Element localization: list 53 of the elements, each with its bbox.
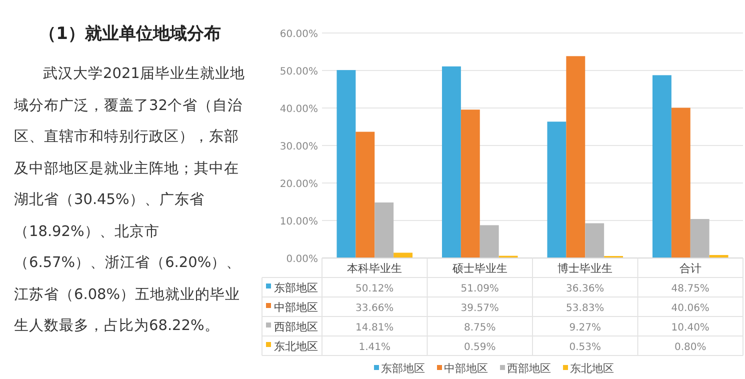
data-label: 0.59%	[464, 342, 496, 353]
data-label: 40.06%	[671, 303, 710, 314]
legend-item: 西部地区	[266, 320, 318, 334]
x-tick-label: 本科毕业生	[347, 262, 402, 275]
bar	[336, 70, 356, 258]
data-label: 39.57%	[460, 303, 499, 314]
bar	[442, 66, 461, 258]
data-label: 1.41%	[358, 342, 391, 353]
bar	[460, 110, 480, 258]
bar	[566, 56, 586, 258]
y-tick-label: 30.00%	[280, 142, 318, 152]
legend-item: 东北地区	[266, 340, 318, 353]
data-label: 14.81%	[356, 322, 394, 334]
x-tick-label: 博士毕业生	[558, 262, 613, 275]
data-label: 53.83%	[566, 303, 604, 314]
bar	[585, 223, 604, 258]
data-label: 33.66%	[356, 303, 394, 314]
legend-item: 西部地区	[500, 362, 551, 375]
legend-item: 中部地区	[266, 301, 318, 314]
data-label: 48.75%	[671, 284, 710, 294]
data-label: 10.40%	[671, 322, 710, 334]
bar	[671, 108, 690, 258]
data-label: 0.53%	[569, 342, 602, 353]
data-label: 36.36%	[566, 284, 604, 294]
data-label: 50.12%	[356, 284, 394, 294]
legend-label: 西部地区	[274, 320, 318, 334]
bar	[480, 225, 499, 258]
x-tick-label: 硕士毕业生	[451, 262, 508, 275]
bar	[356, 132, 375, 258]
legend-item: 东部地区	[266, 282, 318, 294]
data-label: 51.09%	[460, 284, 499, 294]
x-tick-label: 合计	[679, 262, 702, 275]
data-label: 8.75%	[464, 322, 496, 334]
y-tick-label: 20.00%	[280, 179, 318, 190]
text: 武汉大学2021届毕业生就业地域分布广泛，覆盖了32个省（自治区、直辖市和特别行政区），东部及中部地区是就业主阵地；其中在湖北省（30.45%）、广东省（18.92%）、北京市（6.57%）、浙江省（6.20%）、江苏省（6.08%）五地就业的毕业生人数最多，占比为68.22%。	[14, 66, 245, 334]
bar	[652, 75, 672, 258]
legend-label: 东部地区	[274, 282, 318, 294]
y-tick-label: 60.00%	[280, 29, 318, 40]
text: （1）就业单位地域分布	[38, 23, 222, 45]
legend-label: 中部地区	[274, 301, 318, 314]
legend-item: 东北地区	[563, 362, 614, 375]
legend-item: 中部地区	[437, 362, 488, 375]
bar	[374, 202, 394, 258]
data-label: 9.27%	[569, 322, 602, 334]
bar	[690, 219, 710, 258]
bar	[394, 252, 413, 258]
data-label: 0.80%	[674, 342, 706, 353]
legend-item: 东部地区	[374, 362, 425, 375]
y-tick-label: 0.00%	[286, 254, 318, 265]
y-tick-label: 50.00%	[280, 66, 318, 78]
bar	[547, 122, 566, 258]
y-tick-label: 40.00%	[280, 104, 318, 115]
y-tick-label: 10.00%	[280, 216, 318, 228]
